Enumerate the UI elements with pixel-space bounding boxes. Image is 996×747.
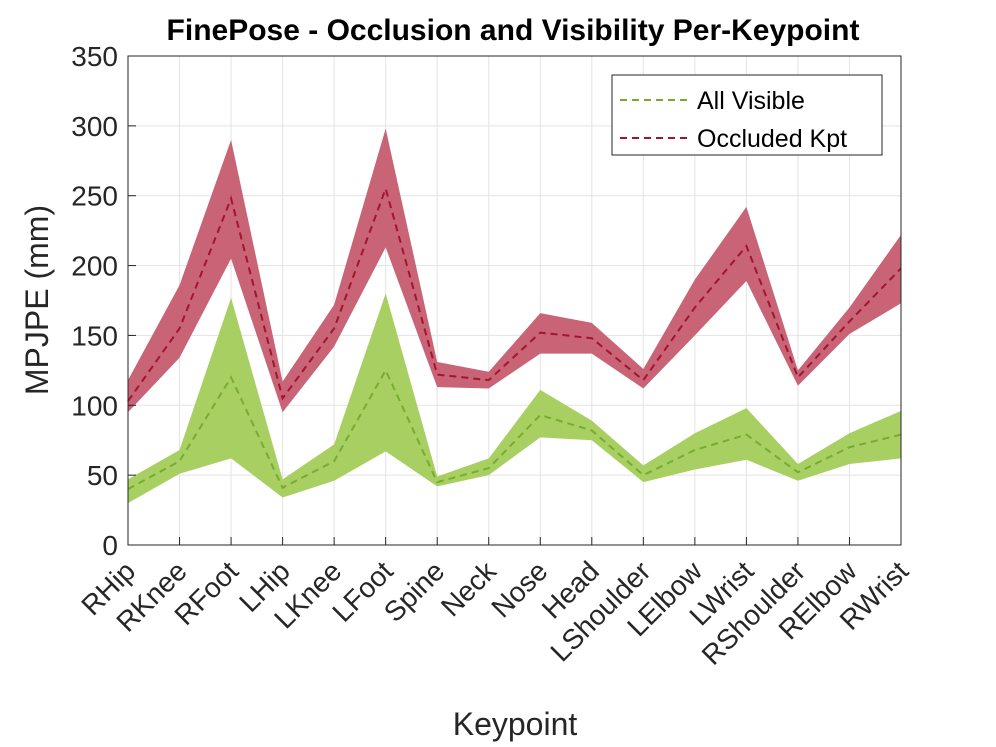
y-ticks: 0 50 100 150 200 250 300 350 [71, 41, 136, 561]
band-all-visible [128, 293, 901, 504]
axes-box [127, 55, 902, 546]
y-tick-label-100: 100 [71, 390, 118, 421]
chart-title: FinePose - Occlusion and Visibility Per-… [167, 14, 860, 47]
lines [127, 185, 902, 490]
y-tick-label-200: 200 [71, 251, 118, 282]
line-occluded-kpt [127, 185, 902, 402]
y-tick-label-250: 250 [71, 181, 118, 212]
y-tick-label-300: 300 [71, 111, 118, 142]
x-axis-label: Keypoint [453, 706, 578, 742]
y-axis-label: MPJPE (mm) [19, 205, 55, 395]
y-tick-label-0: 0 [102, 530, 118, 561]
legend-label-occluded-kpt: Occluded Kpt [697, 125, 847, 153]
legend: All Visible Occluded Kpt [611, 74, 883, 156]
line-all-visible [127, 368, 902, 490]
band-occluded-kpt [128, 128, 901, 413]
y-tick-label-350: 350 [71, 41, 118, 72]
y-tick-label-50: 50 [87, 460, 118, 491]
bands [128, 128, 901, 504]
legend-label-all-visible: All Visible [697, 87, 805, 115]
legend-box [611, 74, 883, 156]
y-tick-label-150: 150 [71, 320, 118, 351]
